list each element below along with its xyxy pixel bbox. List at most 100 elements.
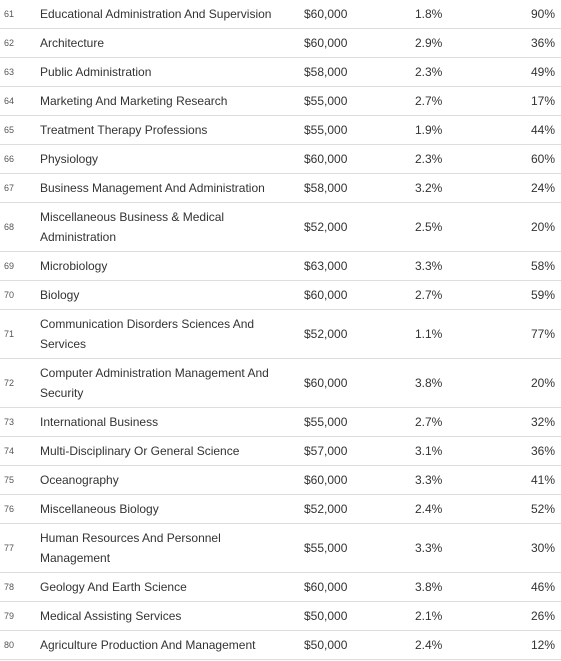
rank-cell: 73 <box>0 407 38 437</box>
unemployment-cell: 3.2% <box>404 173 515 203</box>
rank-cell: 67 <box>0 173 38 203</box>
salary-cell: $55,000 <box>282 407 404 437</box>
major-cell: Treatment Therapy Professions <box>38 115 282 145</box>
salary-cell: $50,000 <box>282 601 404 631</box>
salary-cell: $52,000 <box>282 494 404 524</box>
percent-cell: 46% <box>515 572 561 602</box>
table-row: 76 Miscellaneous Biology $52,000 2.4% 52… <box>0 494 561 524</box>
table-row: 64 Marketing And Marketing Research $55,… <box>0 86 561 116</box>
salary-cell: $60,000 <box>282 358 404 408</box>
percent-cell: 24% <box>515 173 561 203</box>
percent-cell: 36% <box>515 436 561 466</box>
unemployment-cell: 1.1% <box>404 309 515 359</box>
percent-cell: 20% <box>515 202 561 252</box>
salary-cell: $60,000 <box>282 0 404 29</box>
salary-cell: $60,000 <box>282 280 404 310</box>
unemployment-cell: 2.4% <box>404 630 515 660</box>
table-row: 68 Miscellaneous Business & Medical Admi… <box>0 202 561 252</box>
table-row: 66 Physiology $60,000 2.3% 60% <box>0 144 561 174</box>
major-cell: Miscellaneous Biology <box>38 494 282 524</box>
rank-cell: 62 <box>0 28 38 58</box>
rank-cell: 65 <box>0 115 38 145</box>
unemployment-cell: 2.3% <box>404 144 515 174</box>
table-row: 65 Treatment Therapy Professions $55,000… <box>0 115 561 145</box>
salary-cell: $57,000 <box>282 436 404 466</box>
unemployment-cell: 2.7% <box>404 280 515 310</box>
rank-cell: 66 <box>0 144 38 174</box>
major-cell: Miscellaneous Business & Medical Adminis… <box>38 202 282 252</box>
percent-cell: 59% <box>515 280 561 310</box>
major-cell: Physiology <box>38 144 282 174</box>
percent-cell: 20% <box>515 358 561 408</box>
unemployment-cell: 2.9% <box>404 28 515 58</box>
rank-cell: 78 <box>0 572 38 602</box>
major-cell: Communication Disorders Sciences And Ser… <box>38 309 282 359</box>
major-cell: Agriculture Production And Management <box>38 630 282 660</box>
unemployment-cell: 3.1% <box>404 436 515 466</box>
salary-cell: $60,000 <box>282 572 404 602</box>
table-row: 73 International Business $55,000 2.7% 3… <box>0 407 561 437</box>
major-cell: Marketing And Marketing Research <box>38 86 282 116</box>
table-row: 80 Agriculture Production And Management… <box>0 630 561 660</box>
percent-cell: 17% <box>515 86 561 116</box>
unemployment-cell: 2.1% <box>404 601 515 631</box>
salary-cell: $52,000 <box>282 309 404 359</box>
major-cell: Educational Administration And Supervisi… <box>38 0 282 29</box>
percent-cell: 49% <box>515 57 561 87</box>
table-row: 71 Communication Disorders Sciences And … <box>0 309 561 359</box>
percent-cell: 30% <box>515 523 561 573</box>
rank-cell: 63 <box>0 57 38 87</box>
major-cell: Computer Administration Management And S… <box>38 358 282 408</box>
percent-cell: 52% <box>515 494 561 524</box>
table-row: 74 Multi-Disciplinary Or General Science… <box>0 436 561 466</box>
rank-cell: 80 <box>0 630 38 660</box>
percent-cell: 41% <box>515 465 561 495</box>
salary-cell: $50,000 <box>282 630 404 660</box>
table-row: 69 Microbiology $63,000 3.3% 58% <box>0 251 561 281</box>
unemployment-cell: 2.5% <box>404 202 515 252</box>
unemployment-cell: 2.3% <box>404 57 515 87</box>
salary-cell: $55,000 <box>282 86 404 116</box>
major-cell: Medical Assisting Services <box>38 601 282 631</box>
rank-cell: 75 <box>0 465 38 495</box>
table-row: 72 Computer Administration Management An… <box>0 358 561 408</box>
table-row: 78 Geology And Earth Science $60,000 3.8… <box>0 572 561 602</box>
percent-cell: 58% <box>515 251 561 281</box>
unemployment-cell: 3.3% <box>404 523 515 573</box>
salary-cell: $58,000 <box>282 57 404 87</box>
rank-cell: 79 <box>0 601 38 631</box>
major-cell: Architecture <box>38 28 282 58</box>
unemployment-cell: 1.9% <box>404 115 515 145</box>
table-row: 77 Human Resources And Personnel Managem… <box>0 523 561 573</box>
major-cell: Microbiology <box>38 251 282 281</box>
major-cell: Biology <box>38 280 282 310</box>
table-row: 79 Medical Assisting Services $50,000 2.… <box>0 601 561 631</box>
percent-cell: 36% <box>515 28 561 58</box>
rank-cell: 61 <box>0 0 38 29</box>
rank-cell: 74 <box>0 436 38 466</box>
percent-cell: 12% <box>515 630 561 660</box>
percent-cell: 77% <box>515 309 561 359</box>
table-row: 75 Oceanography $60,000 3.3% 41% <box>0 465 561 495</box>
major-cell: Human Resources And Personnel Management <box>38 523 282 573</box>
unemployment-cell: 2.4% <box>404 494 515 524</box>
salary-cell: $60,000 <box>282 465 404 495</box>
salary-cell: $60,000 <box>282 28 404 58</box>
major-cell: Oceanography <box>38 465 282 495</box>
major-cell: Geology And Earth Science <box>38 572 282 602</box>
rank-cell: 72 <box>0 358 38 408</box>
rank-cell: 69 <box>0 251 38 281</box>
salary-cell: $58,000 <box>282 173 404 203</box>
unemployment-cell: 3.3% <box>404 251 515 281</box>
rank-cell: 77 <box>0 523 38 573</box>
major-cell: International Business <box>38 407 282 437</box>
unemployment-cell: 2.7% <box>404 407 515 437</box>
unemployment-cell: 1.8% <box>404 0 515 29</box>
unemployment-cell: 2.7% <box>404 86 515 116</box>
major-cell: Public Administration <box>38 57 282 87</box>
major-cell: Multi-Disciplinary Or General Science <box>38 436 282 466</box>
rank-cell: 70 <box>0 280 38 310</box>
salary-cell: $55,000 <box>282 523 404 573</box>
rank-cell: 76 <box>0 494 38 524</box>
percent-cell: 60% <box>515 144 561 174</box>
